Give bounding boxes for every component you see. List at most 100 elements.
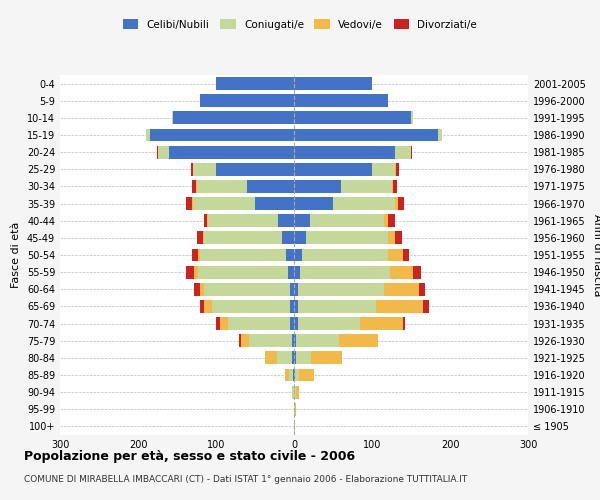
Bar [438, 128, 442, 141]
Bar [294, 352, 296, 364]
Bar [292, 386, 294, 398]
Bar [198, 266, 288, 278]
Bar [208, 214, 278, 227]
Bar [204, 300, 212, 313]
Bar [249, 334, 292, 347]
Bar [157, 146, 169, 158]
Bar [294, 266, 300, 278]
Bar [310, 214, 384, 227]
Bar [411, 112, 413, 124]
Bar [196, 180, 197, 193]
Bar [294, 386, 296, 398]
Bar [390, 266, 413, 278]
Bar [216, 317, 220, 330]
Bar [294, 112, 411, 124]
Bar [288, 266, 294, 278]
Bar [193, 197, 255, 210]
Bar [294, 163, 372, 175]
Bar [395, 163, 396, 175]
Bar [300, 266, 390, 278]
Bar [294, 317, 298, 330]
Bar [395, 197, 398, 210]
Bar [212, 300, 290, 313]
Bar [411, 146, 412, 158]
Bar [198, 248, 200, 262]
Bar [306, 232, 388, 244]
Bar [277, 352, 292, 364]
Bar [296, 386, 299, 398]
Bar [296, 334, 339, 347]
Bar [216, 77, 294, 90]
Bar [200, 300, 204, 313]
Bar [294, 403, 295, 415]
Bar [393, 180, 397, 193]
Bar [392, 180, 393, 193]
Bar [294, 420, 295, 433]
Bar [146, 128, 150, 141]
Bar [398, 197, 404, 210]
Bar [333, 197, 395, 210]
Bar [298, 317, 360, 330]
Bar [247, 180, 294, 193]
Bar [192, 248, 198, 262]
Bar [419, 283, 425, 296]
Bar [388, 248, 403, 262]
Bar [372, 163, 395, 175]
Bar [283, 232, 294, 244]
Bar [339, 334, 378, 347]
Bar [265, 352, 277, 364]
Bar [403, 317, 405, 330]
Bar [200, 248, 286, 262]
Bar [384, 214, 388, 227]
Bar [278, 214, 294, 227]
Bar [290, 283, 294, 296]
Bar [220, 317, 228, 330]
Bar [200, 94, 294, 107]
Bar [197, 180, 247, 193]
Bar [413, 266, 421, 278]
Bar [395, 146, 411, 158]
Y-axis label: Fasce di età: Fasce di età [11, 222, 21, 288]
Bar [294, 214, 310, 227]
Bar [294, 368, 295, 382]
Bar [192, 197, 193, 210]
Bar [294, 128, 438, 141]
Bar [294, 197, 333, 210]
Bar [388, 232, 395, 244]
Bar [296, 352, 311, 364]
Bar [298, 283, 384, 296]
Bar [192, 180, 196, 193]
Bar [294, 94, 388, 107]
Bar [150, 128, 294, 141]
Bar [292, 352, 294, 364]
Bar [388, 214, 395, 227]
Bar [185, 197, 192, 210]
Bar [294, 180, 341, 193]
Bar [194, 283, 200, 296]
Bar [239, 334, 241, 347]
Bar [204, 232, 283, 244]
Y-axis label: Anni di nascita: Anni di nascita [592, 214, 600, 296]
Bar [293, 368, 294, 382]
Bar [200, 283, 204, 296]
Bar [194, 266, 198, 278]
Bar [290, 317, 294, 330]
Bar [286, 248, 294, 262]
Bar [204, 283, 290, 296]
Bar [395, 232, 401, 244]
Bar [203, 214, 208, 227]
Bar [294, 300, 298, 313]
Bar [302, 248, 388, 262]
Bar [298, 300, 376, 313]
Bar [423, 300, 429, 313]
Bar [294, 146, 395, 158]
Bar [295, 403, 296, 415]
Bar [376, 300, 422, 313]
Bar [360, 317, 403, 330]
Bar [193, 163, 216, 175]
Bar [294, 232, 306, 244]
Bar [172, 112, 173, 124]
Text: Popolazione per età, sesso e stato civile - 2006: Popolazione per età, sesso e stato civil… [24, 450, 355, 463]
Bar [191, 163, 193, 175]
Bar [289, 368, 293, 382]
